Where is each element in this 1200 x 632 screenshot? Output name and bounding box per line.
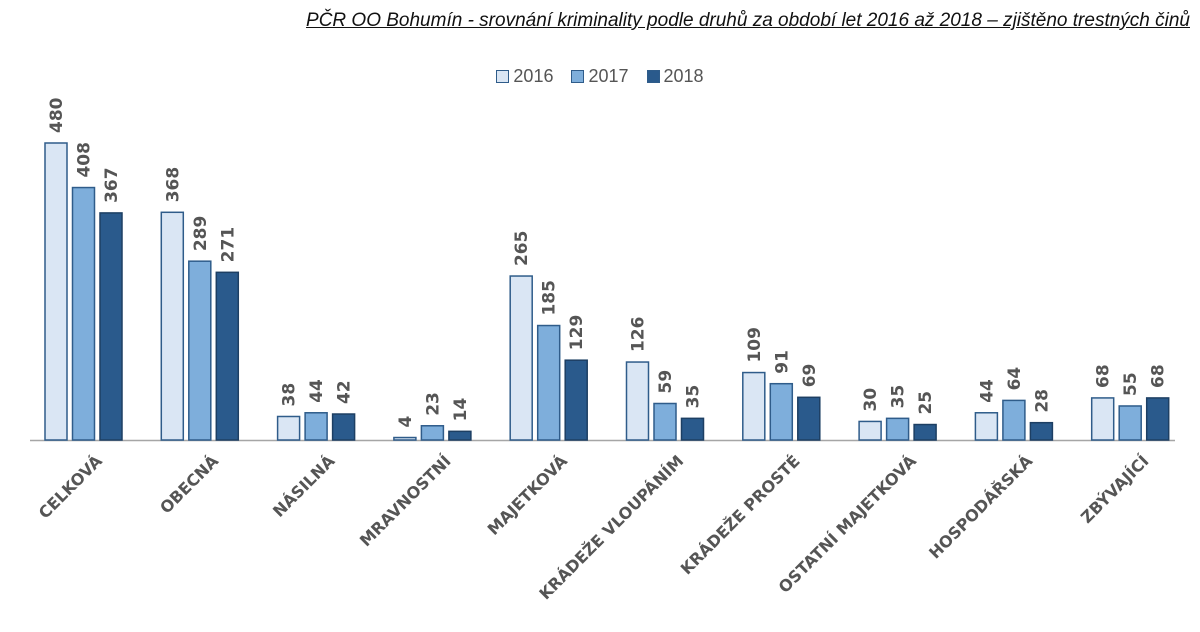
legend-swatch-2018 xyxy=(646,70,660,83)
value-label-2016-3: 4 xyxy=(396,416,416,428)
bar-2016-1 xyxy=(160,211,185,441)
value-label-2018-8: 28 xyxy=(1032,389,1052,413)
bar-2017-9 xyxy=(1118,405,1142,441)
bar-2018-1 xyxy=(215,271,240,441)
bar-2016-6 xyxy=(742,371,766,441)
value-label-2017-1: 289 xyxy=(191,216,211,252)
bar-2018-0 xyxy=(99,212,123,441)
category-label-4: MAJETKOVÁ xyxy=(484,451,572,539)
value-label-2017-3: 23 xyxy=(423,392,443,416)
chart-title: PČR OO Bohumín - srovnání kriminality po… xyxy=(306,10,1190,31)
category-label-7: OSTATNÍ MAJETKOVÁ xyxy=(775,451,921,597)
value-label-2017-0: 408 xyxy=(75,142,95,178)
legend-label-2017: 2017 xyxy=(588,66,629,86)
value-label-2017-8: 64 xyxy=(1005,367,1025,391)
value-label-2016-1: 368 xyxy=(163,167,183,203)
category-label-2: NÁSILNÁ xyxy=(269,451,339,521)
bar-2017-3 xyxy=(420,425,445,441)
bar-2016-0 xyxy=(44,142,68,441)
bar-2018-6 xyxy=(797,396,821,441)
value-label-2016-9: 68 xyxy=(1094,364,1114,388)
bar-2017-0 xyxy=(71,186,96,441)
value-label-2018-2: 42 xyxy=(335,380,355,404)
category-label-9: ZBÝVAJÍCÍ xyxy=(1077,451,1153,527)
bar-2016-4 xyxy=(509,275,533,441)
bar-2018-9 xyxy=(1145,397,1170,441)
value-label-2016-6: 109 xyxy=(745,327,765,363)
bar-2017-8 xyxy=(1002,399,1026,441)
category-label-1: OBECNÁ xyxy=(156,451,222,517)
value-label-2018-1: 271 xyxy=(218,227,238,262)
value-label-2018-7: 25 xyxy=(916,391,936,415)
legend-item-2017: 2017 xyxy=(571,66,629,87)
legend-label-2016: 2016 xyxy=(513,66,554,86)
value-label-2018-9: 68 xyxy=(1149,364,1169,388)
value-label-2016-4: 265 xyxy=(512,231,532,267)
category-label-0: CELKOVÁ xyxy=(35,451,106,522)
chart-legend: 2016 2017 2018 xyxy=(0,66,1200,87)
bar-2016-2 xyxy=(276,415,301,441)
category-label-8: HOSPODÁŘSKÁ xyxy=(925,451,1037,563)
value-label-2017-2: 44 xyxy=(307,379,327,403)
bar-2017-6 xyxy=(769,382,794,441)
value-label-2018-6: 69 xyxy=(800,364,820,388)
value-label-2017-7: 35 xyxy=(889,385,909,409)
value-label-2016-7: 30 xyxy=(861,388,881,412)
bar-2016-3 xyxy=(393,436,417,441)
legend-swatch-2016 xyxy=(496,70,510,83)
category-label-6: KRÁDEŽE PROSTÉ xyxy=(677,451,804,578)
bar-2018-4 xyxy=(564,359,588,441)
bar-2016-7 xyxy=(858,420,882,441)
bar-2018-5 xyxy=(680,417,705,441)
legend-label-2018: 2018 xyxy=(663,66,704,86)
bar-2017-2 xyxy=(304,412,328,441)
value-label-2016-2: 38 xyxy=(280,383,300,407)
bar-2017-7 xyxy=(885,417,910,441)
value-label-2018-5: 35 xyxy=(684,385,704,409)
bar-2017-5 xyxy=(653,402,677,441)
bar-2016-9 xyxy=(1090,397,1115,441)
bar-2018-7 xyxy=(913,423,937,441)
bar-2018-8 xyxy=(1029,421,1054,441)
bar-2017-1 xyxy=(188,260,212,441)
legend-item-2016: 2016 xyxy=(496,66,553,87)
legend-item-2018: 2018 xyxy=(646,66,704,87)
legend-swatch-2017 xyxy=(571,70,585,83)
bar-2018-3 xyxy=(448,430,472,441)
value-label-2016-8: 44 xyxy=(977,379,997,403)
value-label-2018-4: 129 xyxy=(567,315,587,351)
category-label-3: MRAVNOSTNÍ xyxy=(356,451,455,550)
value-label-2017-4: 185 xyxy=(540,280,560,316)
value-label-2018-3: 14 xyxy=(451,398,471,422)
value-label-2018-0: 367 xyxy=(102,167,122,203)
bar-2018-2 xyxy=(331,413,356,441)
value-label-2016-0: 480 xyxy=(47,97,67,133)
bar-2016-8 xyxy=(974,412,999,441)
value-label-2017-9: 55 xyxy=(1121,372,1141,396)
value-label-2017-6: 91 xyxy=(772,350,792,374)
value-label-2017-5: 59 xyxy=(656,370,676,394)
bar-2017-4 xyxy=(536,324,561,441)
bar-2016-5 xyxy=(625,361,650,441)
value-label-2016-5: 126 xyxy=(629,317,649,353)
